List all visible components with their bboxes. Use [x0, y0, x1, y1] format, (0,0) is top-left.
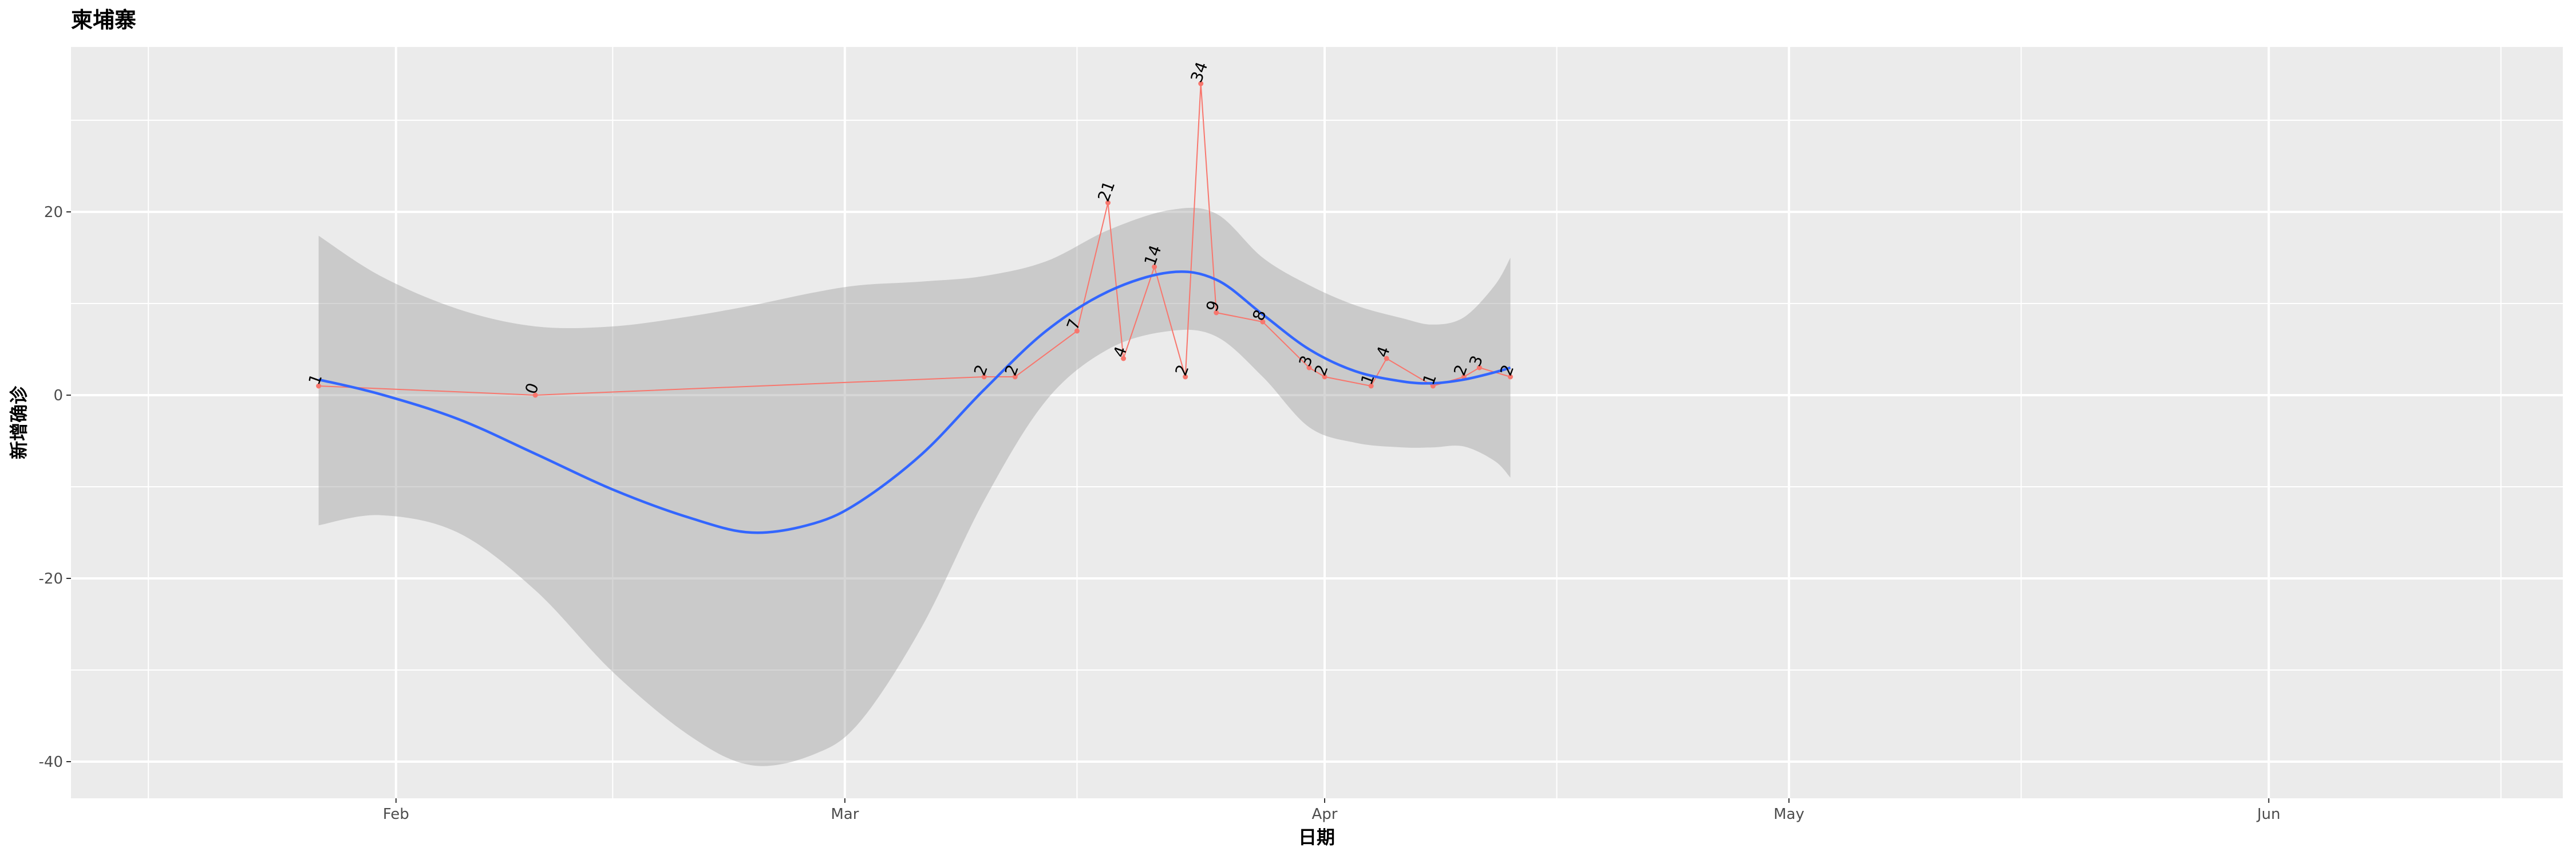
observed-series	[316, 81, 1513, 398]
observed-point	[1012, 374, 1018, 380]
observed-point	[1322, 374, 1327, 380]
observed-point	[316, 383, 322, 389]
observed-point	[1198, 81, 1204, 86]
observed-point	[1507, 374, 1513, 380]
y-tick-label: -40	[39, 754, 63, 771]
x-axis: Feb Mar Apr May Jun	[383, 798, 2281, 823]
x-tick-label: Apr	[1312, 806, 1338, 823]
x-tick-label: Jun	[2256, 806, 2281, 823]
observed-point	[1152, 264, 1157, 270]
y-axis: -40 -20 0 20	[39, 204, 71, 771]
observed-point	[1368, 383, 1374, 389]
confidence-band	[318, 207, 1511, 766]
observed-point	[1105, 200, 1111, 206]
observed-point	[1306, 365, 1312, 371]
observed-point	[1214, 310, 1219, 316]
y-tick-label: 20	[44, 204, 63, 221]
plot-panel	[71, 47, 2563, 798]
smooth-series	[318, 270, 1511, 534]
observed-point	[1121, 356, 1127, 361]
x-tick-label: Feb	[383, 806, 409, 823]
major-gridlines	[71, 47, 2563, 798]
y-axis-title: 新增确诊	[8, 385, 30, 459]
observed-point	[1183, 374, 1188, 380]
chart-title: 柬埔寨	[71, 7, 136, 33]
minor-gridlines	[71, 47, 2563, 798]
observed-line	[318, 83, 1511, 396]
observed-point	[1430, 383, 1436, 389]
x-axis-title: 日期	[1298, 826, 1335, 848]
observed-point	[981, 374, 987, 380]
observed-point	[1476, 365, 1482, 371]
observed-point	[532, 392, 538, 398]
x-tick-label: May	[1773, 806, 1804, 823]
y-tick-label: -20	[39, 570, 63, 588]
x-tick-label: Mar	[831, 806, 859, 823]
confidence-band-area	[318, 207, 1511, 766]
smooth-line	[318, 270, 1511, 534]
observed-point	[1384, 356, 1389, 361]
y-tick-label: 0	[53, 387, 63, 404]
observed-point	[1074, 328, 1080, 334]
observed-point	[1260, 319, 1266, 325]
